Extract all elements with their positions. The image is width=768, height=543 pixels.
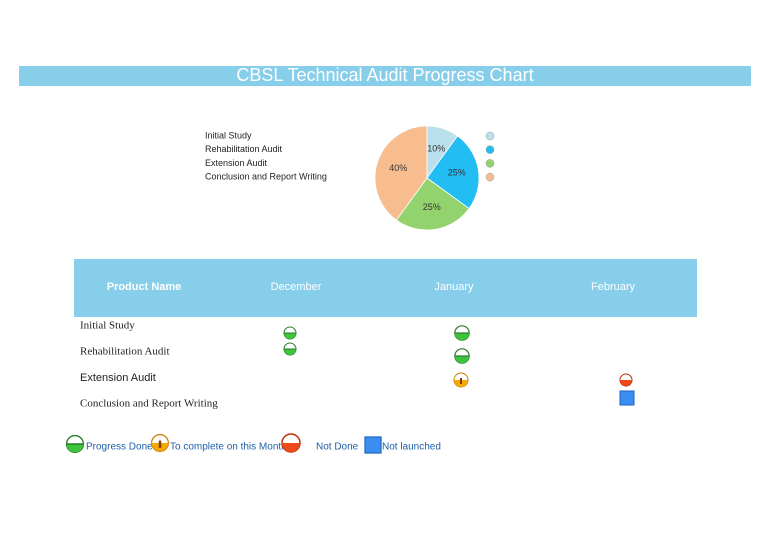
legend-icon: [364, 436, 382, 454]
pie-slice: [426, 135, 480, 210]
legend-text: To complete on this Month: [170, 442, 287, 453]
legend-label: Conclusion and Report Writing: [205, 171, 327, 181]
status-icon: [454, 348, 470, 364]
row-name: Initial Study: [80, 320, 135, 332]
title: CBSL Technical Audit Progress Chart: [236, 65, 533, 85]
pie-slice: [395, 177, 470, 231]
legend-icon: [151, 433, 170, 452]
row-name: Extension Audit: [80, 372, 156, 384]
legend-icon: [65, 434, 85, 454]
row-name: Rehabilitation Audit: [80, 346, 170, 358]
legend-swatch: [485, 131, 495, 141]
header-cell: January: [434, 281, 474, 293]
pie-chart: 10% 25% 25% 40% Initial Study Rehabilitation …: [205, 125, 495, 231]
table-header: [74, 259, 697, 317]
legend-swatch: [485, 159, 495, 168]
legend-label: Initial Study: [205, 130, 252, 140]
slice-label: 25%: [423, 202, 441, 212]
header-cell: February: [591, 281, 636, 293]
legend-label: Extension Audit: [205, 158, 268, 168]
legend-icon: [281, 433, 301, 453]
slice-label: 40%: [389, 163, 407, 173]
legend-swatch: [485, 172, 495, 182]
slice-label: 10%: [427, 144, 445, 154]
legend-text: Not Done: [316, 442, 359, 453]
status-icon: [283, 342, 297, 356]
header-cell: December: [271, 281, 322, 293]
slice-label: 25%: [448, 168, 466, 178]
status-icon: [454, 325, 470, 341]
title-band: [19, 66, 751, 86]
header-cell: Product Name: [107, 281, 182, 293]
status-icon: [453, 372, 469, 388]
legend-text: Progress Done: [86, 442, 153, 453]
status-icon: [283, 326, 297, 340]
status-icon: [619, 390, 635, 406]
legend-swatch: [485, 145, 495, 154]
row-name: Conclusion and Report Writing: [80, 398, 218, 410]
legend-label: Rehabilitation Audit: [205, 144, 283, 154]
pie-slice: [374, 125, 428, 221]
legend-text: Not launched: [382, 442, 441, 453]
status-icon: [619, 373, 633, 387]
